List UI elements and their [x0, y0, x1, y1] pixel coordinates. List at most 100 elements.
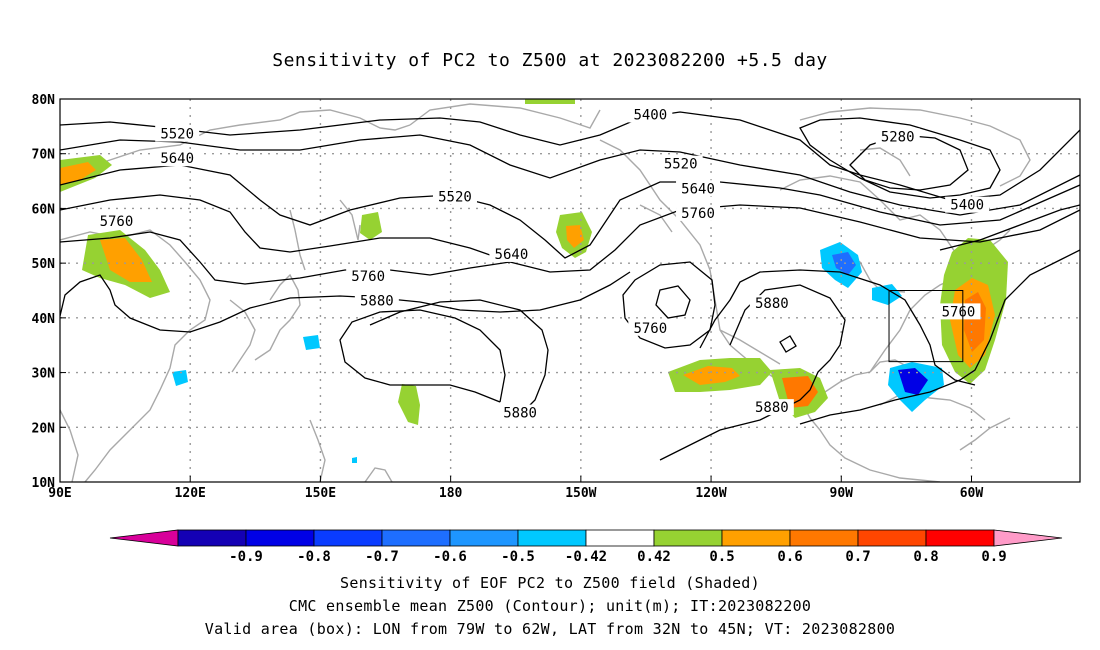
contour-label: 5520 [438, 189, 472, 205]
coastline [639, 204, 673, 233]
colorbar-label: -0.42 [565, 549, 607, 565]
z500-contour [60, 164, 1080, 259]
colorbar-segment [585, 529, 655, 547]
sensitivity-patch [172, 370, 188, 386]
map-axes: 90E 120E 150E 180 150W 120W 90W 60W 80N 70N 60N 50N… [32, 93, 984, 501]
valid-area-box [888, 290, 964, 363]
contour-label: 5880 [503, 406, 537, 422]
z500-contour [779, 335, 797, 353]
sensitivity-patch [303, 335, 320, 350]
coastline [339, 199, 361, 241]
sensitivity-patch [60, 162, 96, 185]
contour-label: 5520 [664, 157, 698, 173]
coastline [309, 419, 326, 482]
lon-tick-label: 150W [565, 486, 596, 501]
contour-label: 5760 [942, 304, 976, 320]
lon-tick-label: 60W [960, 486, 984, 501]
sensitivity-patch [360, 212, 382, 240]
lat-tick-label: 70N [32, 148, 56, 163]
colorbar-segment [449, 529, 519, 547]
coastline [719, 329, 781, 365]
coastline [364, 467, 393, 482]
coastline [959, 417, 1011, 451]
contour-labels: 5520 5640 5760 5520 5640 5760 5880 5400 5520 5640… [94, 106, 990, 422]
z500-contour [799, 117, 1001, 199]
caption-contour: CMC ensemble mean Z500 (Contour); unit(m… [288, 597, 812, 615]
coastline [799, 399, 941, 482]
contour-label: 5280 [881, 129, 915, 145]
sensitivity-patch [100, 238, 152, 282]
colorbar-label: -0.9 [229, 549, 263, 565]
z500-contour [655, 285, 691, 319]
sensitivity-patch [525, 99, 575, 104]
z500-contour [60, 231, 511, 285]
colorbar-segment [721, 529, 791, 547]
coastline [599, 139, 871, 399]
colorbar-label: -0.7 [365, 549, 399, 565]
lon-tick-label: 90E [48, 486, 71, 501]
coastline [60, 229, 211, 482]
lat-tick-label: 50N [32, 257, 56, 272]
colorbar: -0.9 -0.8 -0.7 -0.6 -0.5 -0.42 0.42 0.5 0.6 0.7 0.… [109, 529, 1063, 565]
colorbar-label: 0.7 [845, 549, 870, 565]
colorbar-label: 0.5 [709, 549, 734, 565]
caption-valid-area: Valid area (box): LON from 79W to 62W, L… [204, 620, 896, 638]
lon-tick-label: 180 [439, 486, 463, 501]
colorbar-label: 0.9 [981, 549, 1006, 565]
lat-tick-label: 20N [32, 421, 56, 436]
coastline [799, 107, 1031, 187]
coastline [409, 103, 601, 129]
colorbar-segment [653, 529, 723, 547]
colorbar-label: 0.42 [637, 549, 671, 565]
colorbar-segment [177, 529, 247, 547]
lon-tick-label: 120E [175, 486, 206, 501]
coastline [289, 209, 306, 271]
colorbar-label: 0.6 [777, 549, 802, 565]
colorbar-min-triangle [109, 529, 179, 547]
lat-tick-label: 30N [32, 367, 56, 382]
colorbar-label: -0.6 [433, 549, 467, 565]
z500-contour [60, 111, 1080, 201]
z500-contour [659, 284, 846, 461]
contour-label: 5400 [950, 198, 984, 214]
caption-shaded: Sensitivity of EOF PC2 to Z500 field (Sh… [340, 574, 760, 592]
coastline [779, 175, 956, 253]
lon-tick-label: 90W [830, 486, 854, 501]
colorbar-label: -0.5 [501, 549, 535, 565]
sensitivity-patch [566, 225, 584, 248]
z500-contours [60, 111, 1080, 461]
lat-tick-label: 80N [32, 93, 56, 108]
contour-label: 5640 [681, 181, 715, 197]
contour-label: 5760 [351, 269, 385, 285]
colorbar-segment [245, 529, 315, 547]
map-frame [59, 98, 1081, 483]
colorbar-label: -0.8 [297, 549, 331, 565]
z500-contour [369, 299, 549, 416]
coastline [229, 299, 256, 373]
lon-tick-label: 120W [695, 486, 726, 501]
coastline [859, 147, 911, 177]
coastline [60, 109, 411, 181]
contour-label: 5880 [360, 293, 394, 309]
sensitivity-patch [898, 368, 928, 395]
sensitivity-patch [352, 457, 357, 463]
contour-label: 5640 [160, 151, 194, 167]
contour-label: 5760 [100, 214, 134, 230]
z500-contour [799, 249, 1080, 425]
colorbar-segment [381, 529, 451, 547]
lat-tick-label: 60N [32, 202, 56, 217]
contour-label: 5760 [681, 206, 715, 222]
z500-contour [339, 309, 506, 403]
contour-label: 5640 [495, 247, 529, 263]
colorbar-segment [857, 529, 927, 547]
colorbar-max-triangle [993, 529, 1063, 547]
coastline [60, 409, 79, 482]
colorbar-segment [313, 529, 383, 547]
sensitivity-patch [683, 366, 740, 385]
sensitivity-shading [60, 99, 1008, 463]
lat-tick-label: 40N [32, 312, 56, 327]
lon-tick-label: 150E [305, 486, 336, 501]
contour-label: 5760 [633, 321, 667, 337]
colorbar-segment [925, 529, 995, 547]
